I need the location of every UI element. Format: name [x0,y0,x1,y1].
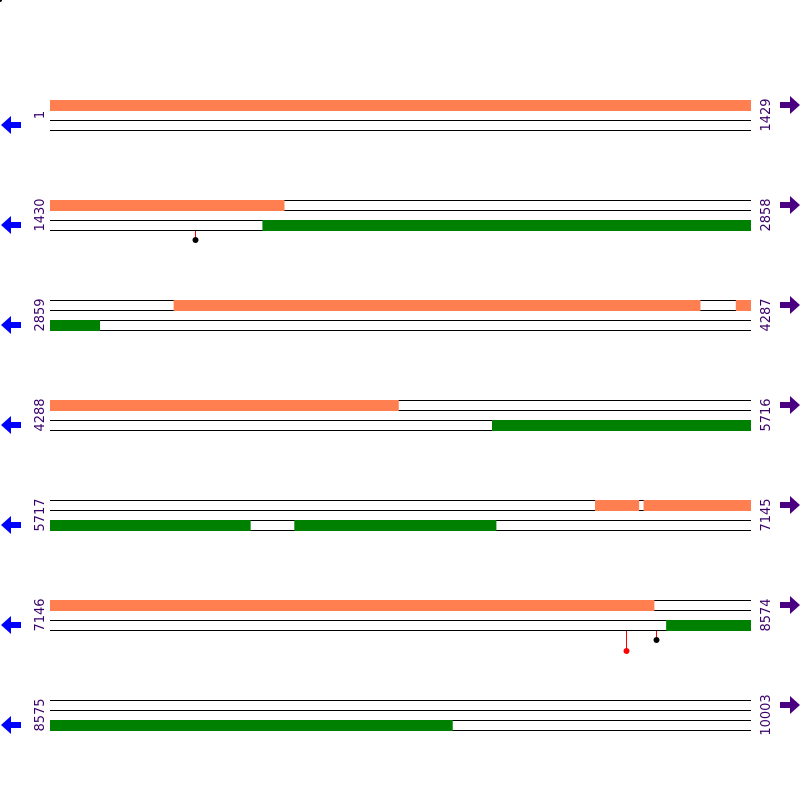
row-end-coordinate: 7145 [759,498,774,531]
row-start-coordinate: 4288 [33,398,48,431]
left-arrow-icon [1,616,21,634]
row-start-coordinate: 7146 [33,598,48,631]
row-start-coordinate: 1 [33,111,48,119]
marker-dot-red [623,648,630,654]
right-arrow-icon [780,296,800,314]
row-start-coordinate: 1430 [33,198,48,231]
row-end-coordinate: 5716 [759,398,774,431]
forward-feature-block [50,600,655,611]
left-arrow-icon [1,716,21,734]
forward-feature-block [643,500,751,511]
row-start-coordinate: 5717 [33,498,48,531]
reverse-feature-block [294,520,497,531]
right-arrow-icon [780,196,800,214]
reverse-feature-block [50,320,101,331]
reverse-feature-block [666,620,751,631]
row-end-coordinate: 4287 [759,298,774,331]
row-end-coordinate: 8574 [759,598,774,631]
reverse-feature-block [50,520,251,531]
forward-feature-block [595,500,640,511]
left-arrow-icon [1,516,21,534]
marker-dot-black [192,237,199,243]
forward-feature-block [50,200,285,211]
left-arrow-icon [1,116,21,134]
row-end-coordinate: 10003 [759,694,774,735]
forward-feature-block [50,400,399,411]
left-arrow-icon [1,416,21,434]
marker-dot-black [653,637,660,643]
corner-dot [0,0,2,2]
reverse-feature-block [50,720,453,731]
left-arrow-icon [1,216,21,234]
reverse-feature-block [262,220,751,231]
right-arrow-icon [780,496,800,514]
forward-feature-block [173,300,701,311]
row-start-coordinate: 2859 [33,298,48,331]
forward-feature-block [735,300,751,311]
right-arrow-icon [780,596,800,614]
right-arrow-icon [780,696,800,714]
right-arrow-icon [780,396,800,414]
left-arrow-icon [1,316,21,334]
right-arrow-icon [780,96,800,114]
reverse-feature-block [491,420,751,431]
row-end-coordinate: 2858 [759,198,774,231]
row-start-coordinate: 8575 [33,698,48,731]
forward-feature-block [50,100,751,111]
row-end-coordinate: 1429 [759,98,774,131]
